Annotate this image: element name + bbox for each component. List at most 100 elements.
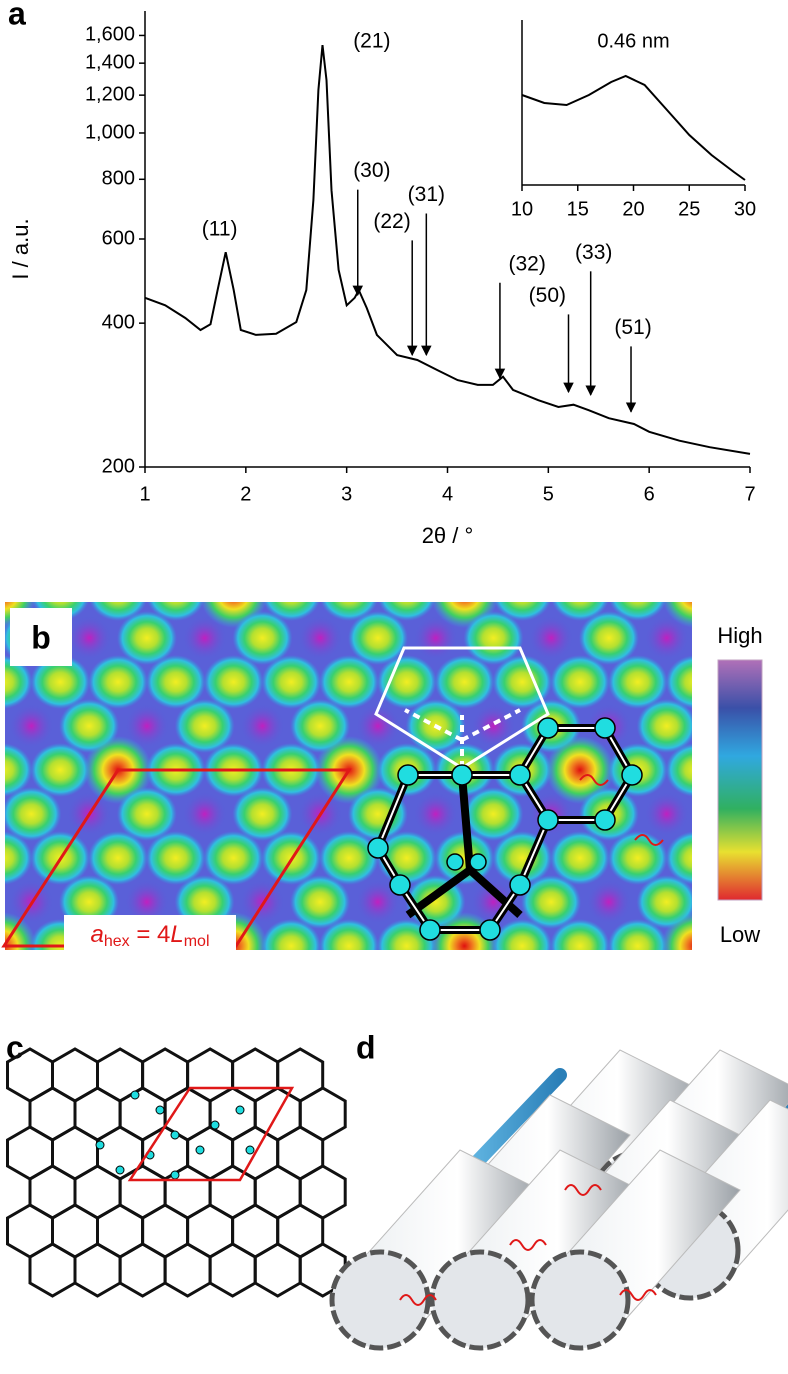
density-blob [87, 831, 148, 885]
node [451, 764, 473, 786]
density-blob [636, 699, 692, 753]
cylinder-end [429, 1249, 531, 1351]
data-line [521, 74, 746, 181]
density-blob [578, 611, 639, 665]
density-blob [463, 787, 524, 841]
density-blob [549, 919, 610, 950]
density-min [644, 792, 689, 836]
colorbar-label: Low [720, 922, 760, 947]
density-blob [318, 919, 379, 950]
density-blob [318, 831, 379, 885]
density-max [546, 736, 614, 804]
network-node [195, 1145, 205, 1155]
density-blob [145, 655, 206, 709]
density-blob [117, 963, 177, 1017]
x-tick-label: 3 [341, 483, 352, 505]
network-cell [118, 1242, 167, 1298]
density-max [5, 912, 37, 950]
density-min [182, 792, 227, 836]
network-cell [73, 1242, 122, 1298]
density-blob [1, 963, 61, 1017]
lattice-equals: = 4 [130, 921, 171, 948]
density-blob [463, 611, 524, 665]
network-node [115, 1165, 125, 1175]
label-box [64, 915, 236, 953]
network-cell [208, 1242, 257, 1298]
density-blob [261, 919, 322, 950]
panel-label: d [356, 1029, 376, 1065]
alkyl-chain [564, 1184, 602, 1196]
y-tick-label: 1,400 [85, 51, 135, 73]
dashed-bonds [404, 708, 521, 768]
density-min [414, 968, 458, 1012]
peak-label: (31) [408, 183, 445, 206]
density-min [355, 704, 400, 748]
density-blob [434, 655, 495, 709]
density-blob [116, 611, 177, 665]
density-blob [549, 831, 610, 885]
density-min [355, 880, 400, 924]
density-blob [348, 963, 408, 1017]
peak-label: (50) [529, 284, 566, 307]
density-map: b ahex = 4Lmol [1, 602, 763, 1017]
density-blob [30, 655, 91, 709]
node [367, 837, 389, 859]
x-tick-label: 2 [240, 483, 251, 505]
peak-label: (30) [353, 159, 390, 182]
density-blob [463, 963, 523, 1017]
x-tick-label: 10 [511, 198, 533, 220]
density-blob [579, 963, 639, 1017]
density-blob [145, 831, 206, 885]
y-tick-label: 1,200 [85, 83, 135, 105]
cylinder-end [329, 1249, 431, 1351]
density-blob [203, 831, 264, 885]
y-tick-label: 1,600 [85, 24, 135, 46]
label-box [10, 608, 72, 666]
unit-cell [127, 1086, 295, 1182]
lattice-symbol: L [170, 921, 183, 948]
alkyl-chain [509, 1239, 547, 1251]
density-blob [116, 787, 177, 841]
alkyl-chain [579, 774, 664, 846]
density-min [644, 616, 689, 660]
density-min [413, 792, 458, 836]
node [537, 717, 559, 739]
density-blob [694, 963, 754, 1017]
density-min [471, 704, 516, 748]
molecule-overlay [367, 646, 664, 941]
peak-label: (51) [614, 316, 651, 339]
node [594, 717, 616, 739]
data-line [144, 44, 751, 455]
x-tick-label: 7 [744, 483, 755, 505]
lattice-label: ahex = 4Lmol [91, 921, 210, 950]
colorbar [717, 659, 763, 901]
x-tick-label: 20 [622, 198, 644, 220]
outline [374, 646, 550, 770]
y-axis-title: I / a.u. [8, 218, 33, 279]
density-min [586, 880, 631, 924]
density-blob [30, 743, 91, 797]
density-blob [174, 699, 235, 753]
x-tick-label: 5 [543, 483, 554, 505]
density-blob [5, 831, 33, 885]
density-blob [636, 875, 692, 929]
density-blob [347, 787, 408, 841]
density-blob [5, 655, 33, 709]
alkyl-chain [619, 1289, 657, 1301]
peak-label: (33) [575, 241, 612, 264]
density-blob [319, 655, 380, 709]
density-blob [290, 875, 351, 929]
panel-label: b [31, 619, 51, 655]
y-tick-label: 400 [102, 311, 135, 333]
density-blob [5, 743, 33, 797]
density-blob [203, 655, 264, 709]
density-min [240, 880, 285, 924]
density-max [662, 602, 692, 628]
x-tick-label: 1 [139, 483, 150, 505]
x-tick-label: 30 [734, 198, 756, 220]
density-blob [88, 655, 149, 709]
x-tick-label: 4 [442, 483, 453, 505]
node [537, 809, 559, 831]
network-node [235, 1105, 245, 1115]
alkyl-chain [399, 1294, 437, 1306]
